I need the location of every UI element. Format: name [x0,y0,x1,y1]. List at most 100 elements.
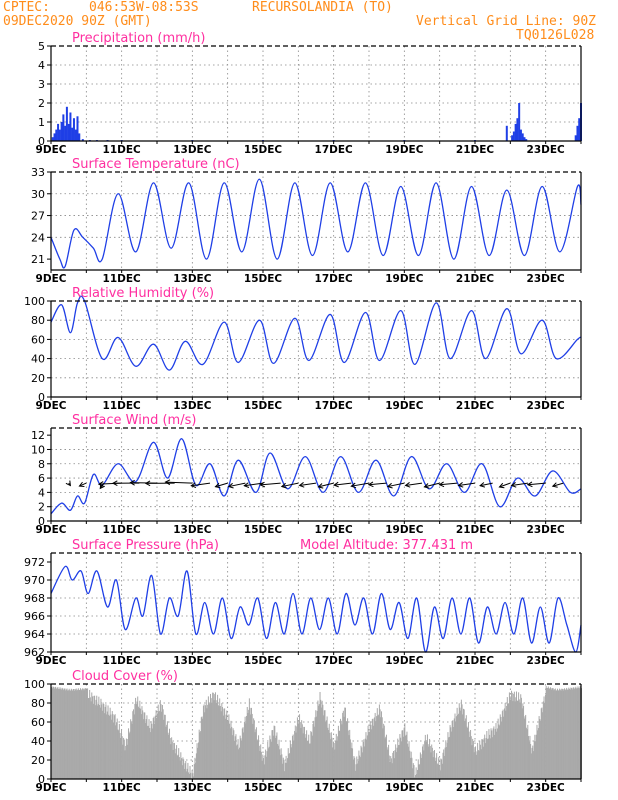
cloud-bar [388,755,390,779]
cloud-bar [459,707,461,779]
precip-bar [78,133,81,141]
cloud-bar [399,734,401,779]
cloud-bar [361,752,363,779]
cloud-bar [425,741,427,779]
precip-bar [51,137,54,141]
cloud-bar [85,689,87,779]
cloud-bar [246,706,248,779]
wind-arrow-head [510,482,517,488]
cloud-bar [501,721,503,779]
cloud-bar [267,748,269,779]
precip-bar [574,135,577,141]
cloud-bar [446,742,448,779]
cloud-bar [311,735,313,779]
cloud-bar [410,751,412,779]
cloud-bar [251,713,253,779]
cloud-bar [291,747,293,779]
cloud-bar [313,726,315,779]
x-tick-label: 19DEC [385,655,424,667]
wind-arrow [499,482,511,488]
cloud-bar [268,746,270,779]
cloud-bar [493,726,495,779]
cloud-bar [72,688,74,779]
cloud-bar [537,730,539,779]
cloud-bar [142,710,144,779]
precip-bar [511,135,514,141]
cloud-bar [211,702,213,779]
cloud-bar [275,735,277,779]
cloud-bar [279,749,281,779]
cloud-bar [333,742,335,779]
cloud-bar [441,763,443,779]
cloud-bar [548,688,550,779]
cloud-bar [393,751,395,779]
cloud-bar [284,762,286,779]
precip-bar [521,133,524,141]
cloud-bar [330,732,332,779]
cloud-bar [250,707,252,779]
cloud-bar [405,734,407,779]
cloud-bar [557,690,559,779]
cloud-bar [404,723,406,779]
cloud-bar [142,719,144,779]
cloud-bar [216,700,218,779]
y-tick-label: 100 [24,678,45,691]
cloud-bar [370,724,372,779]
cloud-bar [219,698,221,779]
cloud-bar [99,707,101,779]
wind-arrow-head [190,482,197,488]
cloud-bar [437,764,439,779]
cloud-bar [159,700,161,779]
cloud-bar [540,708,542,779]
cloud-bar [465,718,467,779]
cloud-bar [164,714,166,779]
cloud-bar [320,707,322,779]
cloud-bar [215,702,217,779]
cloud-bar [210,698,212,779]
y-tick-label: 5 [38,40,45,53]
cloud-bar [559,689,561,779]
cloud-bar [185,771,187,779]
cloud-bar [426,734,428,779]
cloud-bar [411,757,413,779]
cloud-bar [395,752,397,779]
cloud-bar [500,716,502,779]
cloud-bar [564,690,566,779]
cloud-bar [214,694,216,779]
cloud-bar [241,728,243,779]
y-tick-label: 962 [24,646,45,659]
cloud-bar [67,690,69,779]
cloud-bar [431,747,433,779]
cloud-bar [243,732,245,779]
cloud-bar [358,750,360,779]
cloud-bar [178,757,180,779]
x-tick-label: 9DEC [36,400,67,412]
y-tick-label: 972 [24,556,45,569]
panel-0: 0 1 2 3 4 5 9DEC 11DEC 13DEC 15DEC 17DEC 19DEC 21DEC… [36,31,582,156]
precip-bar [57,123,60,141]
cloud-bar [515,691,517,779]
cloud-bar [198,729,200,779]
cloud-bar [450,731,452,779]
cloud-bar [152,728,154,779]
cloud-bar [535,741,537,779]
cloud-bar [390,758,392,779]
cloud-bar [354,770,356,779]
x-tick-label: 21DEC [456,782,495,794]
cloud-bar [422,744,424,779]
y-tick-label: 970 [24,574,45,587]
wind-arrow [79,482,87,487]
cloud-bar [200,731,202,779]
cloud-bar [234,736,236,779]
cloud-bar [476,751,478,779]
wind-arrow [244,482,264,487]
cloud-bar [310,731,312,779]
cloud-bar [391,763,393,779]
cloud-bar [337,736,339,779]
cloud-bar [296,726,298,779]
cloud-bar [510,699,512,779]
cloud-bar [299,722,301,779]
cloud-bar [260,751,262,779]
cloud-bar [144,712,146,779]
cloud-bar [484,743,486,779]
